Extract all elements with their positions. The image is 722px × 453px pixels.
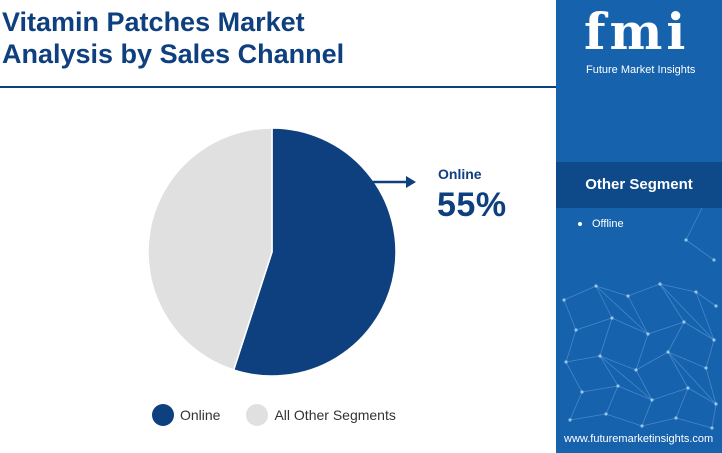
website-url[interactable]: www.futuremarketinsights.com — [564, 433, 714, 445]
callout-label: Online — [438, 166, 482, 182]
pie-slice-all-other-segments — [147, 127, 273, 371]
other-segment-title: Other Segment — [585, 176, 693, 193]
pie-slice-online — [232, 127, 397, 377]
legend-label-online: Online — [180, 407, 221, 423]
other-segment-item: Offline — [578, 218, 624, 230]
callout-arrow-icon — [372, 176, 416, 188]
pie-chart — [147, 127, 397, 377]
legend-item-online: Online — [152, 404, 220, 426]
legend-swatch-other — [246, 404, 269, 426]
legend-swatch-online — [152, 404, 174, 426]
brand-sidebar: fmi Future Market Insights Other Segment… — [556, 0, 722, 453]
chart-legend: Online All Other Segments — [152, 404, 422, 426]
legend-item-other: All Other Segments — [246, 404, 396, 426]
other-segment-item-label: Offline — [592, 218, 624, 230]
other-segment-band — [556, 162, 722, 208]
bullet-icon — [578, 222, 582, 226]
legend-label-other: All Other Segments — [274, 407, 396, 423]
title-divider — [0, 86, 556, 88]
callout-value: 55% — [437, 186, 507, 224]
fmi-logo: fmi — [584, 2, 690, 61]
chart-title: Vitamin Patches Market Analysis by Sales… — [2, 7, 345, 69]
logo-subtitle: Future Market Insights — [586, 64, 696, 76]
network-pattern-graphic — [562, 178, 718, 430]
